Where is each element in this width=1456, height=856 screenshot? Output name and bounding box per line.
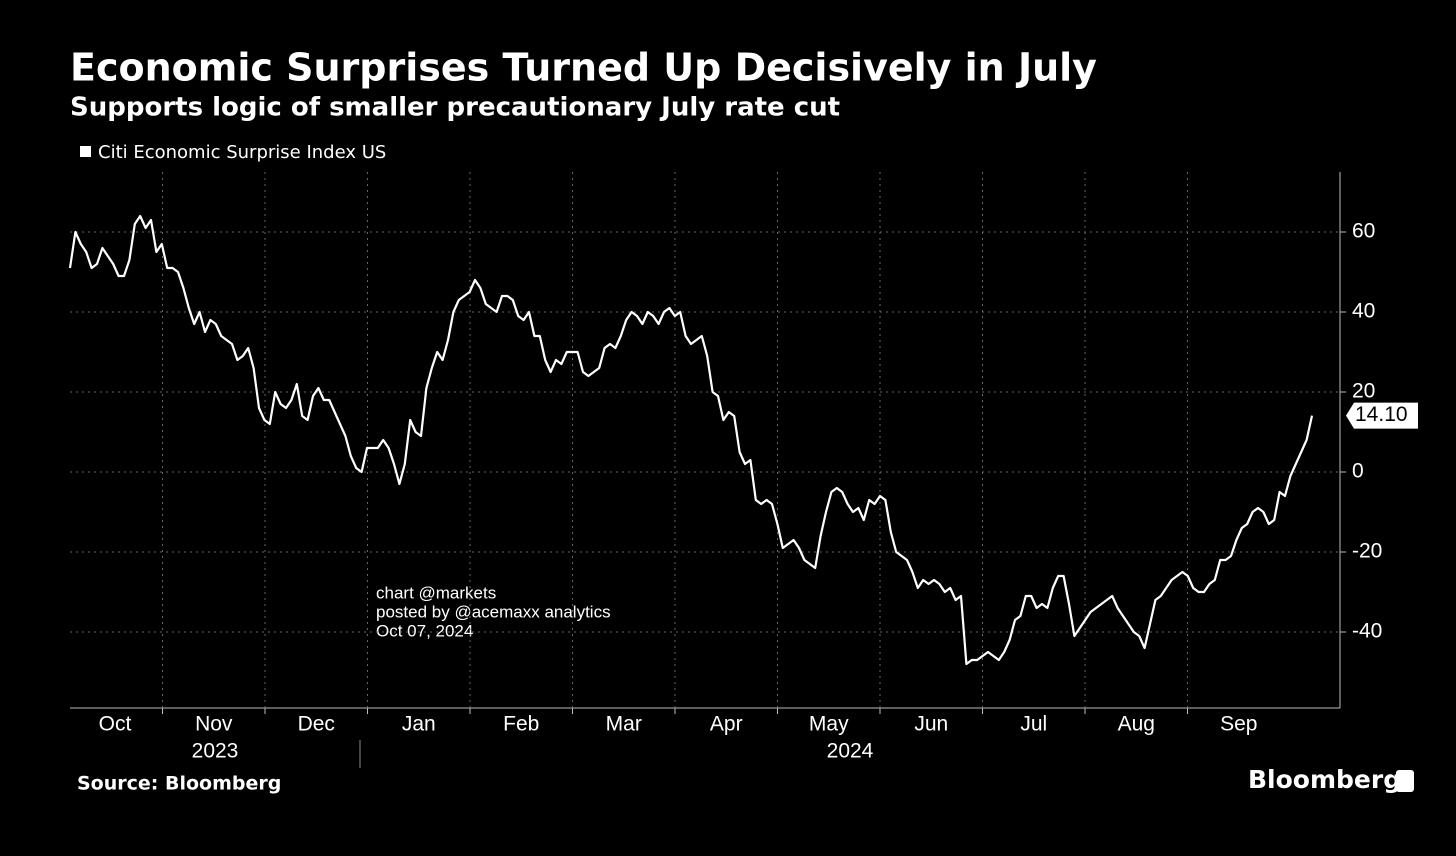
y-tick-label: 40 bbox=[1352, 300, 1375, 323]
y-tick-label: -20 bbox=[1352, 540, 1382, 563]
end-label-box bbox=[1346, 402, 1418, 429]
legend-label: Citi Economic Surprise Index US bbox=[98, 142, 386, 163]
chart-title: Economic Surprises Turned Up Decisively … bbox=[70, 46, 1097, 90]
x-tick-label: Jun bbox=[914, 713, 948, 736]
y-tick-label: 60 bbox=[1352, 220, 1375, 243]
logo: Bloomberg bbox=[1248, 765, 1401, 794]
year-label: 2023 bbox=[192, 740, 239, 763]
logo-icon bbox=[1396, 770, 1414, 792]
legend-swatch bbox=[80, 146, 91, 157]
x-tick-label: Jul bbox=[1020, 713, 1047, 736]
x-tick-label: Dec bbox=[298, 713, 335, 736]
y-tick-label: 0 bbox=[1352, 460, 1364, 483]
x-tick-label: Mar bbox=[606, 713, 642, 736]
watermark: chart @markets bbox=[376, 583, 496, 602]
x-tick-label: Jan bbox=[402, 713, 436, 736]
line-series bbox=[68, 214, 1314, 666]
x-tick-label: Nov bbox=[195, 713, 233, 736]
year-label: 2024 bbox=[827, 740, 874, 763]
watermark: posted by @acemaxx analytics bbox=[376, 602, 611, 621]
x-tick-label: Feb bbox=[503, 713, 539, 736]
x-tick-label: Sep bbox=[1220, 713, 1257, 736]
end-label: 14.10 bbox=[1355, 403, 1408, 426]
x-tick-label: Oct bbox=[99, 713, 132, 736]
y-tick-label: -40 bbox=[1352, 620, 1382, 643]
x-tick-label: May bbox=[809, 713, 849, 736]
watermark: Oct 07, 2024 bbox=[376, 621, 473, 640]
chart-subtitle: Supports logic of smaller precautionary … bbox=[70, 93, 840, 123]
x-tick-label: Aug bbox=[1118, 713, 1155, 736]
x-tick-label: Apr bbox=[710, 713, 743, 736]
source: Source: Bloomberg bbox=[77, 773, 281, 795]
y-tick-label: 20 bbox=[1352, 380, 1375, 403]
